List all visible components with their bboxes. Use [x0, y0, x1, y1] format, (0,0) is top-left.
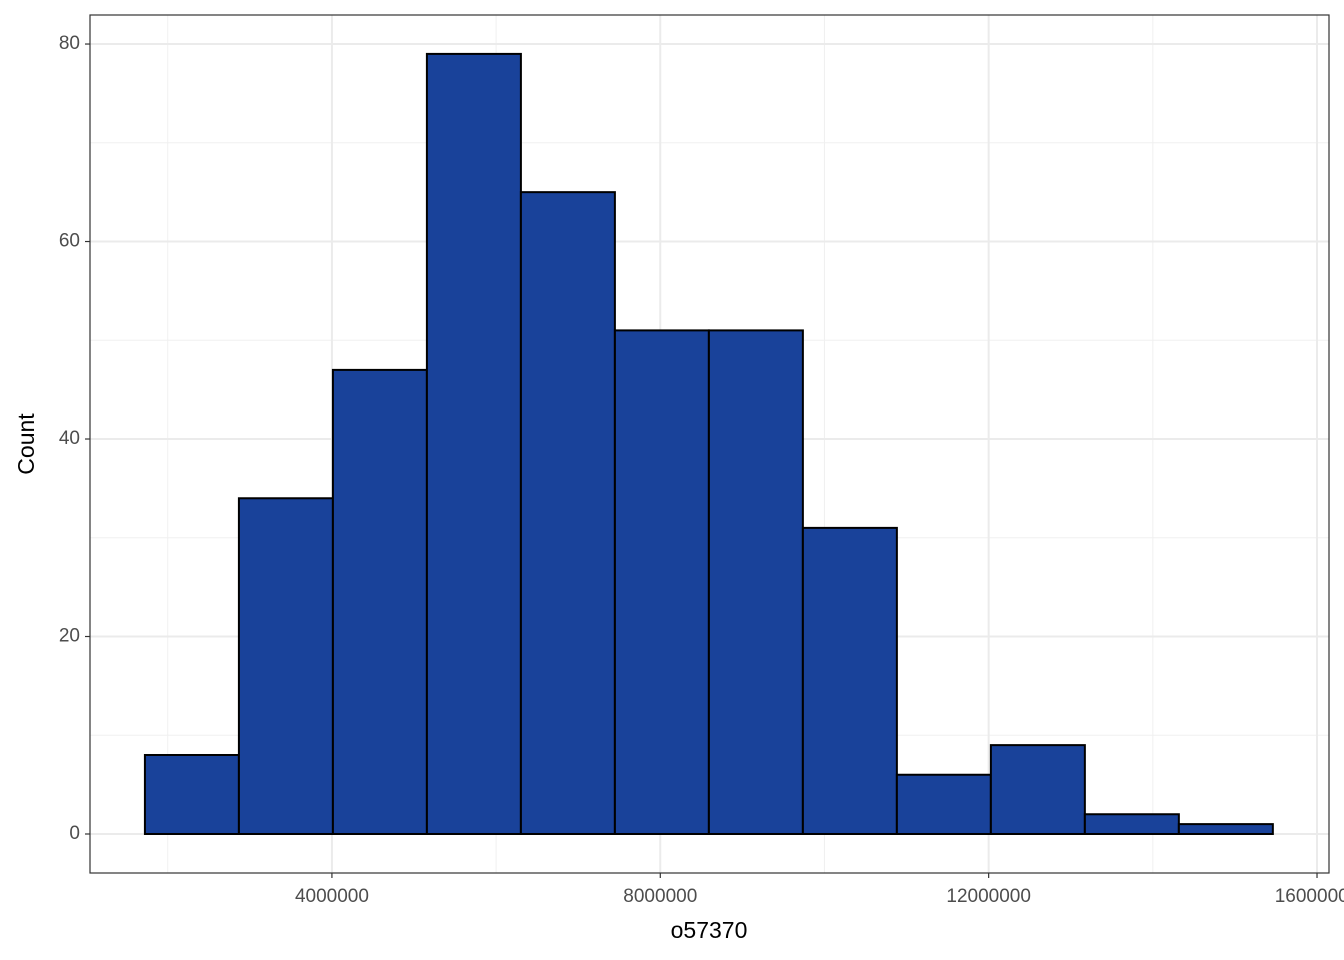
y-tick-label: 20	[59, 626, 80, 647]
bar	[613, 329, 710, 835]
bar	[331, 368, 428, 835]
bar	[707, 329, 804, 835]
y-tick-label: 80	[59, 33, 80, 54]
panel-border	[89, 14, 1330, 874]
y-tick-label: 60	[59, 231, 80, 252]
y-tick-label: 40	[59, 428, 80, 449]
bar	[1083, 813, 1180, 835]
bar	[895, 773, 992, 835]
bar	[519, 191, 616, 835]
bar	[801, 526, 898, 835]
bar	[237, 497, 334, 835]
bar	[425, 52, 522, 835]
x-axis-title: o57370	[671, 917, 748, 943]
y-tick-label: 0	[69, 823, 80, 844]
bar	[989, 744, 1086, 835]
x-tick-label: 4000000	[295, 886, 369, 907]
y-axis-title: Count	[13, 413, 39, 475]
bar	[143, 753, 240, 835]
x-tick-label: 8000000	[623, 886, 697, 907]
bar	[1177, 823, 1274, 835]
x-tick-label: 12000000	[946, 886, 1031, 907]
